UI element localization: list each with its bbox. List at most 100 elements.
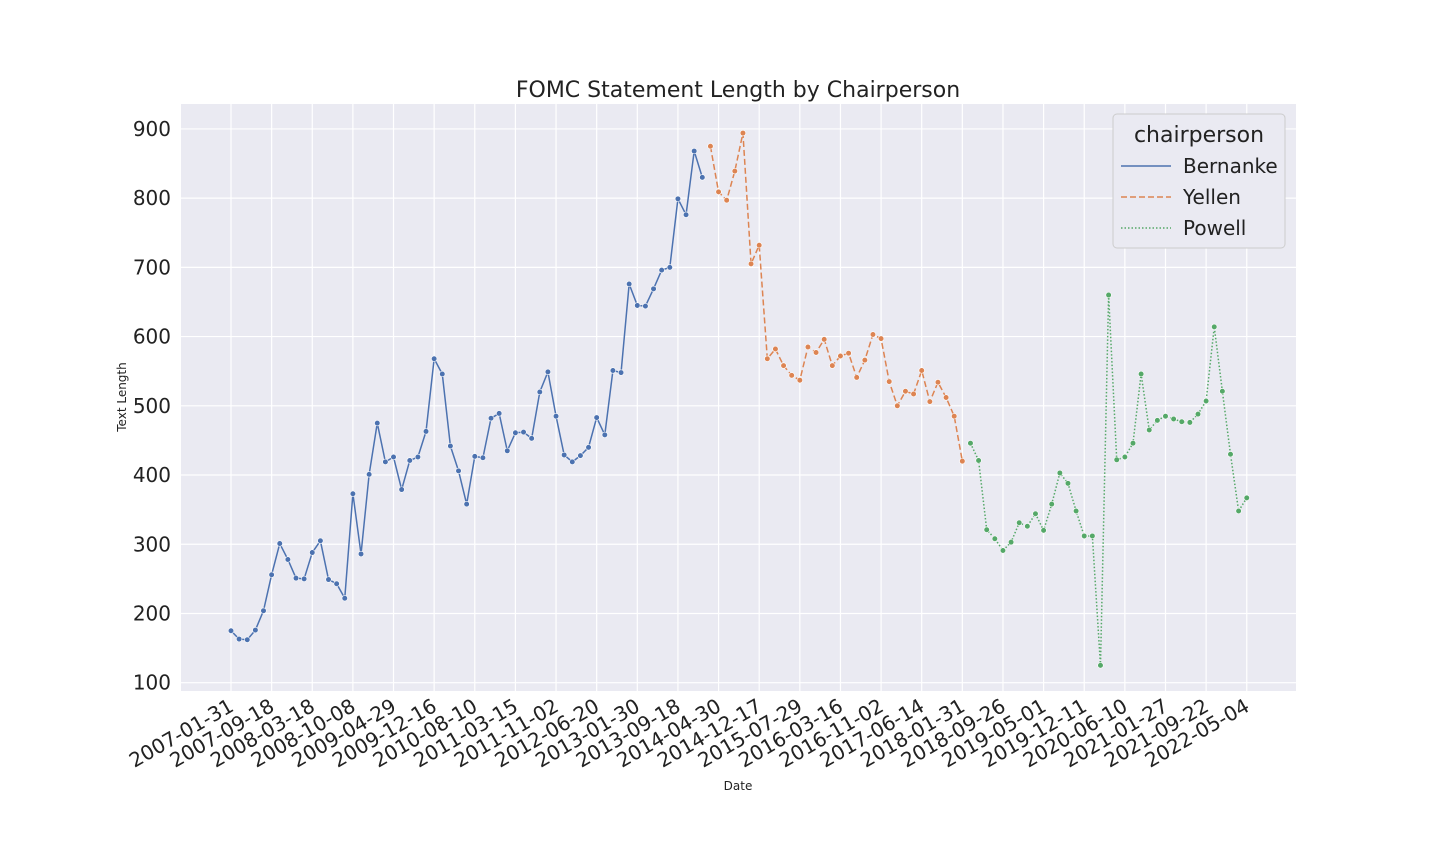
data-point [585,444,592,451]
data-point [512,429,519,436]
data-point [455,467,462,474]
data-point [617,369,625,376]
data-point [227,627,235,634]
data-point [772,345,779,353]
y-tick-label: 700 [133,255,171,279]
data-point [236,635,243,643]
data-point [1007,539,1015,546]
data-point [1016,519,1023,526]
data-point [292,575,300,582]
data-point [439,370,446,378]
data-point [520,429,527,436]
data-point [1056,469,1063,477]
legend-label: Yellen [1182,185,1241,209]
y-tick-labels: 100 200 300 400 500 600 700 800 900 [133,117,171,695]
data-point [609,367,617,374]
data-point [1064,480,1072,487]
series-line [709,132,964,462]
data-point [1178,418,1185,425]
data-point [658,267,665,274]
data-point [674,195,682,202]
data-point [967,440,974,447]
series-bernanke [227,147,706,643]
data-point [1081,532,1088,540]
y-tick-label: 300 [133,532,171,556]
legend: chairperson Bernanke Yellen Powell [1112,113,1286,249]
data-point [544,368,552,375]
data-point [739,129,747,137]
data-point [999,547,1007,554]
data-point [715,188,722,196]
data-point [975,457,982,464]
data-point [902,388,909,395]
data-point [1203,397,1210,405]
data-point [398,486,405,493]
data-point [1219,388,1226,395]
data-point [666,264,673,271]
data-point [780,362,787,369]
data-point [869,331,877,338]
data-point [747,260,755,268]
data-point [1121,453,1128,461]
legend-items: Bernanke Yellen Powell [1121,154,1278,240]
data-point [382,458,389,465]
data-point [926,398,933,405]
data-point [309,549,316,556]
data-point [349,490,356,497]
data-point [268,571,275,578]
data-point [252,626,259,634]
data-point [244,636,251,643]
y-tick-label: 800 [133,186,171,210]
data-point [374,420,381,427]
data-point [390,453,397,461]
data-point [691,147,698,155]
data-point [463,501,470,508]
data-point [1032,510,1039,517]
plot-background [181,104,1296,691]
data-point [406,457,413,464]
data-point [829,362,836,369]
data-point [1146,426,1153,434]
data-point [1024,523,1031,530]
data-point [1211,323,1218,330]
data-point [877,335,885,342]
data-point [276,540,283,547]
data-point [788,372,795,379]
y-tick-label: 100 [133,671,171,695]
data-point [593,414,600,421]
data-point [528,435,535,442]
data-point [804,343,812,351]
data-point [983,526,990,533]
data-point [317,537,324,544]
data-point [1186,419,1193,426]
data-point [951,413,958,420]
data-point [959,458,966,465]
data-point [853,374,860,381]
data-point [942,394,950,401]
chart-title: FOMC Statement Length by Chairperson [516,78,960,103]
data-point [796,377,803,384]
data-point [707,143,714,150]
data-point [325,576,332,583]
data-point [577,452,584,459]
legend-title: chairperson [1134,123,1264,148]
data-point [1138,370,1145,378]
data-point [366,471,373,478]
data-point [333,580,340,587]
series-layer [227,129,1250,669]
series-powell [967,291,1250,669]
data-point [731,168,738,175]
data-point [764,355,771,362]
data-point [1040,527,1047,534]
legend-box [1112,113,1286,249]
y-tick-label: 200 [133,601,171,625]
data-point [569,458,576,465]
data-point [260,607,267,614]
data-point [894,402,901,409]
data-point [910,390,917,398]
data-point [1048,501,1055,508]
y-tick-label: 900 [133,117,171,141]
data-point [552,413,560,420]
y-tick-label: 400 [133,463,171,487]
